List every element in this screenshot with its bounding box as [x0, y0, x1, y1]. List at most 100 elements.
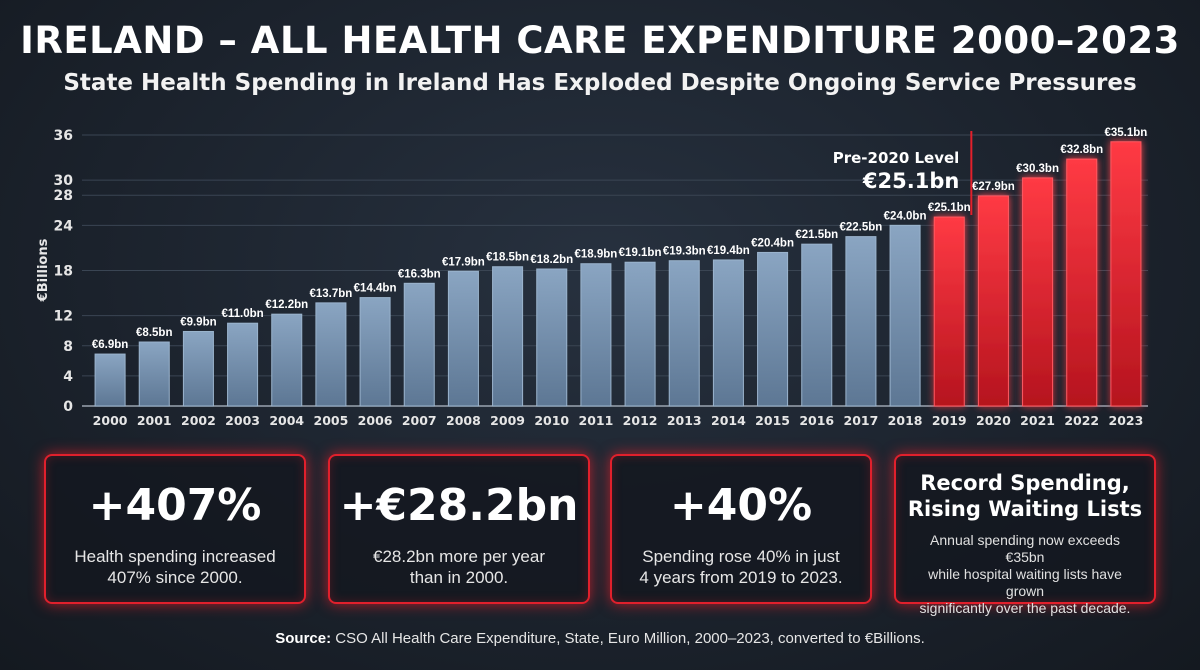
x-tick-label: 2000: [93, 413, 128, 428]
bar-2006: [359, 297, 391, 407]
x-tick-label: 2020: [976, 413, 1011, 428]
x-tick-label: 2007: [402, 413, 437, 428]
stat-description-line: than in 2000.: [409, 568, 509, 587]
data-label: €21.5bn: [795, 229, 838, 241]
annotation-value: €25.1bn: [862, 169, 959, 193]
stat-description: Health spending increased 407% since 200…: [46, 546, 304, 588]
x-tick-label: 2023: [1109, 413, 1144, 428]
data-label: €32.8bn: [1060, 144, 1103, 156]
x-tick-label: 2013: [667, 413, 702, 428]
bar-2019: [933, 216, 965, 407]
x-tick-label: 2002: [181, 413, 216, 428]
annotation-title: Pre-2020 Level: [833, 149, 960, 167]
x-tick-label: 2011: [579, 413, 614, 428]
x-tick-label: 2006: [358, 413, 393, 428]
stat-card-increase-amount: +€28.2bn €28.2bn more per year than in 2…: [328, 454, 590, 604]
stat-description: €28.2bn more per year than in 2000.: [330, 546, 588, 588]
data-label: €16.3bn: [398, 268, 441, 280]
bar-2004: [271, 313, 303, 407]
y-tick-label: 30: [54, 173, 74, 189]
data-label: €14.4bn: [354, 283, 397, 295]
y-tick-label: 36: [54, 128, 73, 144]
bar-2005: [315, 302, 347, 407]
x-tick-label: 2015: [755, 413, 790, 428]
data-label: €19.3bn: [663, 246, 706, 258]
data-label: €13.7bn: [310, 288, 353, 300]
stat-heading: Record Spending, Rising Waiting Lists: [896, 470, 1154, 522]
bar-2015: [757, 251, 789, 407]
stat-card-record-spending: Record Spending, Rising Waiting Lists An…: [894, 454, 1156, 616]
source-note: Source: CSO All Health Care Expenditure,…: [0, 630, 1200, 647]
bar-2011: [580, 263, 612, 407]
bar-2023: [1110, 141, 1142, 407]
x-tick-label: 2014: [711, 413, 746, 428]
data-label: €30.3bn: [1016, 163, 1059, 175]
data-label: €18.5bn: [486, 252, 529, 264]
data-label: €18.2bn: [530, 254, 573, 266]
data-label: €12.2bn: [265, 299, 308, 311]
stat-value: +40%: [669, 480, 813, 531]
stat-description: Spending rose 40% in just 4 years from 2…: [612, 546, 870, 588]
stat-description: Annual spending now exceeds €35bn while …: [896, 532, 1154, 617]
data-label: €35.1bn: [1105, 127, 1148, 139]
y-axis-label: €Billions: [36, 238, 51, 302]
stat-card-recent-growth: +40% Spending rose 40% in just 4 years f…: [610, 454, 872, 604]
data-label: €18.9bn: [575, 249, 618, 261]
stat-card-increase-pct: +407% Health spending increased 407% sin…: [44, 454, 306, 604]
stat-description-line: Spending rose 40% in just: [642, 547, 840, 566]
x-tick-label: 2022: [1064, 413, 1099, 428]
x-tick-label: 2021: [1020, 413, 1055, 428]
data-label: €25.1bn: [928, 202, 971, 214]
x-tick-label: 2003: [225, 413, 260, 428]
data-label: €19.4bn: [707, 245, 750, 257]
stat-description-line: significantly over the past decade.: [919, 600, 1131, 616]
x-tick-label: 2012: [623, 413, 658, 428]
y-tick-label: 8: [63, 339, 73, 355]
stat-description-line: Annual spending now exceeds €35bn: [930, 532, 1120, 565]
data-label: €11.0bn: [221, 308, 263, 320]
stat-heading-line: Rising Waiting Lists: [907, 497, 1143, 521]
source-text: CSO All Health Care Expenditure, State, …: [335, 630, 925, 647]
bar-2018: [889, 224, 921, 407]
bar-2016: [801, 243, 833, 407]
data-label: €20.4bn: [751, 237, 794, 249]
x-tick-label: 2019: [932, 413, 967, 428]
x-tick-label: 2004: [269, 413, 304, 428]
stat-description-line: €28.2bn more per year: [373, 547, 545, 566]
bar-2008: [447, 270, 479, 407]
y-tick-label: 4: [63, 369, 73, 385]
bar-2022: [1066, 158, 1098, 407]
bar-2013: [668, 260, 700, 407]
y-tick-label: 28: [54, 188, 73, 204]
bar-2001: [138, 341, 170, 407]
y-tick-label: 18: [54, 264, 73, 280]
bar-2010: [536, 268, 568, 407]
stat-description-line: 4 years from 2019 to 2023.: [639, 568, 843, 587]
page-subtitle: State Health Spending in Ireland Has Exp…: [63, 70, 1137, 96]
data-label: €17.9bn: [442, 256, 485, 268]
bar-2002: [182, 330, 214, 407]
bar-2012: [624, 261, 656, 407]
bar-2020: [977, 195, 1009, 407]
x-tick-label: 2018: [888, 413, 923, 428]
data-label: €9.9bn: [180, 316, 216, 328]
source-label: Source:: [275, 630, 332, 647]
data-label: €22.5bn: [840, 222, 883, 234]
y-tick-label: 0: [63, 399, 73, 415]
page-title: IRELAND – ALL HEALTH CARE EXPENDITURE 20…: [20, 19, 1180, 62]
y-tick-label: 12: [54, 309, 73, 325]
bar-2009: [492, 266, 524, 407]
x-tick-label: 2017: [844, 413, 879, 428]
bar-2017: [845, 236, 877, 407]
bar-2000: [94, 353, 126, 407]
bar-2021: [1022, 177, 1054, 407]
stat-cards: +407% Health spending increased 407% sin…: [44, 454, 1156, 616]
bar-2014: [712, 259, 744, 407]
stat-description-line: Health spending increased: [74, 547, 276, 566]
stat-value: +€28.2bn: [339, 480, 579, 531]
x-tick-label: 2016: [799, 413, 834, 428]
stat-description-line: 407% since 2000.: [107, 568, 243, 587]
y-tick-label: 24: [54, 218, 74, 234]
data-label: €24.0bn: [884, 210, 927, 222]
